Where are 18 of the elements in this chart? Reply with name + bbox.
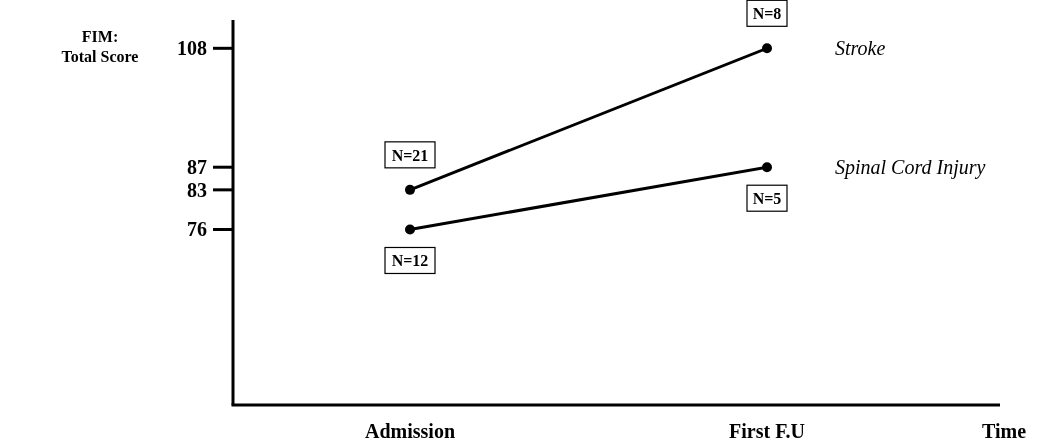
annotation: N=5 [752, 190, 782, 208]
x-axis-title: Time [981, 420, 1027, 442]
text: Spinal Cord Injury [835, 156, 986, 180]
annotation: N=8 [752, 5, 782, 23]
annotation: N=21 [391, 146, 429, 164]
point [762, 43, 772, 54]
text: Stroke [835, 37, 886, 60]
annotation: N=12 [391, 252, 429, 270]
x-tick-label: First F.U [729, 420, 805, 442]
x-tick-label: Admission [364, 420, 456, 442]
point [405, 224, 415, 235]
point [405, 184, 415, 195]
y-tick-label: 108 [177, 37, 207, 60]
y-tick-label: 87 [187, 156, 207, 179]
point [762, 162, 772, 173]
y-axis-title: FIM: Total Score [61, 28, 139, 65]
y-tick-label: 83 [187, 178, 207, 201]
y-tick-label: 76 [187, 218, 207, 241]
